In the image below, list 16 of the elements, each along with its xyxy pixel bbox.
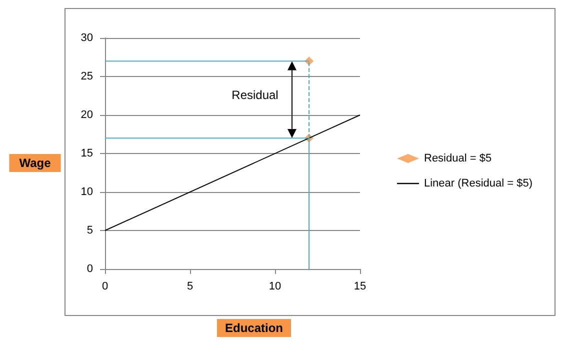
x-tick-label: 5 bbox=[186, 280, 194, 292]
y-tick-label: 10 bbox=[80, 186, 93, 198]
y-axis-title: Wage bbox=[19, 156, 52, 170]
y-tick-label: 30 bbox=[80, 32, 93, 44]
legend-label: Residual = $5 bbox=[424, 152, 492, 164]
y-tick-label: 20 bbox=[80, 109, 93, 121]
x-tick-label: 0 bbox=[102, 280, 108, 292]
y-tick-label: 0 bbox=[86, 263, 93, 275]
annotation: Residual bbox=[232, 88, 278, 102]
x-axis-title: Education bbox=[224, 321, 284, 335]
y-tick-label: 5 bbox=[86, 224, 93, 236]
y-tick-label: 25 bbox=[80, 70, 93, 82]
x-tick-label: 10 bbox=[268, 280, 282, 292]
x-tick-label: 15 bbox=[354, 280, 366, 292]
y-tick-label: 15 bbox=[80, 148, 93, 160]
legend-label: Linear (Residual = $5) bbox=[424, 178, 533, 190]
